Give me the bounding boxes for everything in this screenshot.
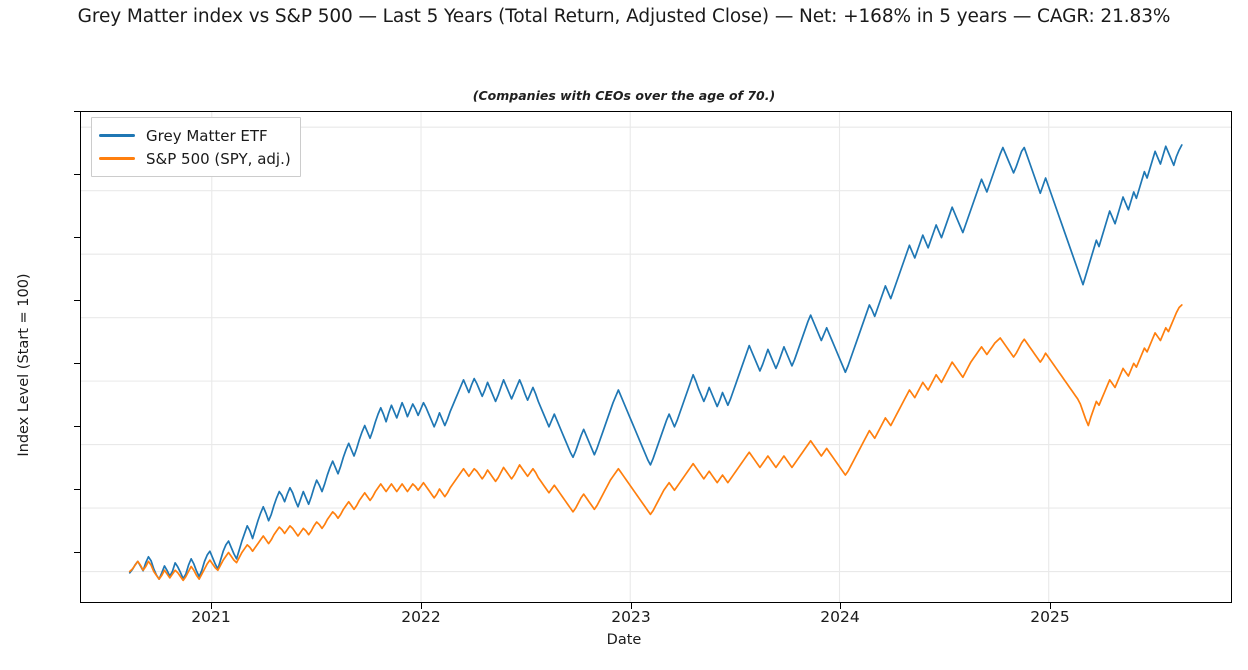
y-tickmark <box>74 110 80 112</box>
series-lines <box>128 144 1183 582</box>
y-tickmark <box>74 425 80 427</box>
x-tick-2024: 2024 <box>820 608 860 626</box>
x-tick-2025: 2025 <box>1030 608 1070 626</box>
x-tick-2023: 2023 <box>611 608 651 626</box>
legend-label: S&P 500 (SPY, adj.) <box>146 149 291 168</box>
x-tick-2021: 2021 <box>191 608 231 626</box>
plot-area <box>80 111 1232 603</box>
y-tickmark <box>74 362 80 364</box>
legend-label: Grey Matter ETF <box>146 126 268 145</box>
legend-swatch-icon <box>99 157 135 160</box>
chart-legend: Grey Matter ETF S&P 500 (SPY, adj.) <box>91 117 301 177</box>
chart-canvas <box>81 112 1231 602</box>
x-tick-2022: 2022 <box>401 608 441 626</box>
x-tickmark <box>210 603 212 609</box>
y-tickmark <box>74 551 80 553</box>
x-axis-label: Date <box>606 632 642 648</box>
x-tickmark <box>1049 603 1051 609</box>
y-tickmark <box>74 299 80 301</box>
chart-subtitle: (Companies with CEOs over the age of 70.… <box>472 88 776 103</box>
x-tickmark <box>839 603 841 609</box>
series-line-2 <box>128 304 1183 582</box>
y-tickmark <box>74 173 80 175</box>
y-axis-label: Index Level (Start = 100) <box>16 273 32 457</box>
gridlines <box>81 112 1231 602</box>
legend-item-grey-matter-etf[interactable]: Grey Matter ETF <box>99 124 291 147</box>
page-title: Grey Matter index vs S&P 500 — Last 5 Ye… <box>77 6 1171 27</box>
y-tickmark <box>74 236 80 238</box>
legend-swatch-icon <box>99 134 135 137</box>
y-tickmark <box>74 488 80 490</box>
x-tickmark <box>420 603 422 609</box>
series-line-1 <box>128 144 1183 580</box>
x-tickmark <box>630 603 632 609</box>
legend-item-sp500[interactable]: S&P 500 (SPY, adj.) <box>99 147 291 170</box>
